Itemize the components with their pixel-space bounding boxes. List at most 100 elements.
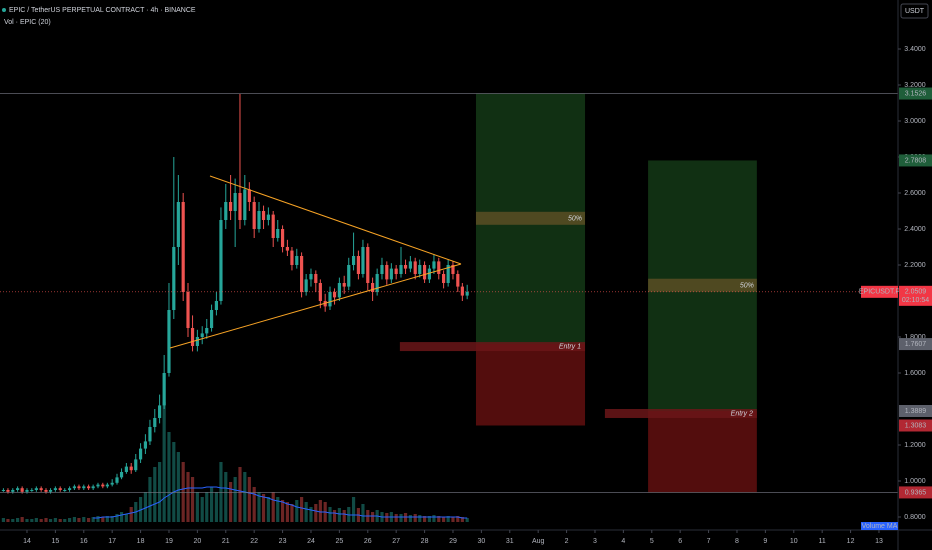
x-tick-label: 16 bbox=[80, 538, 88, 545]
volume-bar bbox=[176, 452, 180, 522]
symbol-title: EPIC / TetherUS PERPETUAL CONTRACT · 4h … bbox=[9, 7, 196, 14]
candle-body bbox=[233, 192, 237, 211]
candle-body bbox=[276, 228, 280, 238]
last-price-bg bbox=[899, 285, 932, 306]
volume-bar bbox=[53, 518, 57, 522]
x-tick-label: 29 bbox=[449, 538, 457, 545]
x-tick-label: 3 bbox=[593, 538, 597, 545]
candle-body bbox=[82, 486, 86, 489]
candle-body bbox=[442, 273, 446, 283]
volume-bar bbox=[290, 504, 294, 522]
currency[interactable]: USDT bbox=[905, 8, 925, 15]
target-label: 3.1526 bbox=[905, 90, 927, 97]
entry-price-label: 1.3889 bbox=[905, 408, 927, 415]
candle-body bbox=[266, 214, 270, 220]
volume-bar bbox=[214, 492, 218, 522]
candle-body bbox=[375, 273, 379, 292]
mid-band bbox=[475, 211, 586, 225]
volume-bar bbox=[413, 514, 417, 522]
candle-body bbox=[124, 466, 128, 472]
candle-body bbox=[172, 246, 176, 310]
volume-ma-line bbox=[93, 486, 468, 519]
volume-bar bbox=[16, 518, 20, 522]
volume-bar bbox=[418, 515, 422, 522]
currency-button[interactable] bbox=[900, 3, 929, 19]
candle-body bbox=[190, 327, 195, 346]
volume-bar bbox=[422, 516, 427, 522]
volume-bar bbox=[295, 500, 299, 522]
plot: 50% Entry 1 50% Entry 2 bbox=[0, 93, 898, 522]
volume-bar bbox=[408, 515, 412, 522]
candle-body bbox=[389, 268, 393, 280]
volume-bar bbox=[200, 497, 204, 522]
candle-body bbox=[356, 255, 360, 274]
candle-body bbox=[314, 273, 318, 283]
candle-body bbox=[58, 488, 62, 490]
volume-bar bbox=[58, 519, 62, 522]
x-tick-label: 25 bbox=[335, 538, 343, 545]
volume-bar bbox=[44, 518, 48, 522]
entry-price-label: 1.7607 bbox=[905, 341, 927, 348]
candle-body bbox=[451, 264, 455, 274]
volume-bar bbox=[87, 518, 91, 522]
candle-body bbox=[143, 441, 147, 449]
candle-body bbox=[261, 210, 266, 220]
volume-bar bbox=[181, 462, 185, 522]
volume-ma-tag bbox=[861, 522, 898, 530]
volume-bar bbox=[456, 516, 460, 522]
candle-body bbox=[48, 489, 53, 492]
volume-bar bbox=[351, 497, 356, 522]
volume-bar bbox=[39, 519, 43, 522]
volume-bar bbox=[124, 514, 128, 522]
candle-body bbox=[96, 484, 100, 487]
y-tick-label: 2.4000 bbox=[904, 226, 926, 233]
mid-label: 50% bbox=[568, 216, 582, 223]
stop-label: 0.9365 bbox=[905, 489, 927, 496]
candle-body bbox=[53, 488, 57, 490]
volume-bar bbox=[110, 516, 114, 522]
volume-bar bbox=[451, 517, 455, 522]
volume-bar bbox=[446, 516, 450, 522]
candle-body bbox=[25, 489, 29, 492]
candle-body bbox=[110, 482, 114, 485]
stop-label-bg bbox=[899, 419, 932, 432]
candle-body bbox=[44, 489, 48, 492]
volume-bar bbox=[82, 517, 86, 522]
volume-bar bbox=[266, 497, 270, 522]
candle-body bbox=[214, 300, 218, 310]
volume-bar bbox=[332, 510, 337, 522]
volume-bar bbox=[101, 517, 105, 522]
candle-body bbox=[380, 264, 384, 274]
volume-bar bbox=[465, 518, 469, 522]
volume-bar bbox=[224, 472, 228, 522]
x-tick-label: 18 bbox=[137, 538, 145, 545]
candle-body bbox=[219, 219, 223, 301]
candle-body bbox=[119, 471, 124, 478]
entry-bar bbox=[399, 342, 586, 352]
volume-bar bbox=[34, 518, 38, 522]
volume-bar bbox=[205, 492, 209, 522]
y-tick-label: 2.6000 bbox=[904, 190, 926, 197]
triangle-lower bbox=[169, 263, 462, 349]
candle-body bbox=[309, 273, 313, 280]
stop-label: 1.3083 bbox=[905, 422, 927, 429]
candle-body bbox=[413, 261, 417, 274]
volume-bar bbox=[304, 502, 308, 522]
status-dot bbox=[2, 8, 6, 12]
candle-body bbox=[77, 486, 81, 489]
candle-body bbox=[337, 282, 341, 298]
volume-bar bbox=[361, 504, 365, 522]
volume-bar bbox=[280, 500, 285, 522]
volume-bar bbox=[63, 519, 67, 522]
volume-ma-label: Volume MA bbox=[862, 523, 898, 530]
volume-bar bbox=[314, 504, 318, 522]
candle-body bbox=[347, 264, 351, 287]
candle-body bbox=[295, 255, 299, 265]
candle-body bbox=[34, 488, 38, 490]
candle-body bbox=[229, 201, 233, 211]
candle-body bbox=[385, 264, 389, 280]
candle-body bbox=[366, 246, 370, 283]
candle-body bbox=[394, 268, 398, 274]
